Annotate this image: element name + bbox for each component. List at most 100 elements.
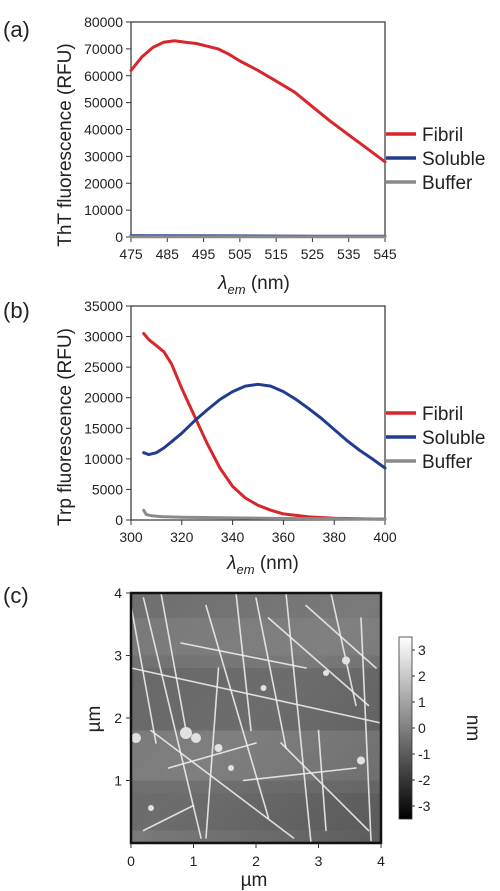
y-tick-label-a-2: 20000 [84, 175, 123, 191]
x-axis-unit-b: (nm) [255, 553, 299, 574]
afm-fibril-4 [255, 597, 287, 749]
afm-fibril-12 [360, 617, 372, 842]
y-tick-label-c-0: 1 [114, 773, 122, 789]
x-tick-label-a-4: 515 [264, 246, 288, 262]
x-tick-label-a-1: 485 [156, 246, 180, 262]
legend-label-a-1: Soluble [422, 149, 485, 170]
afm-particle-1 [191, 733, 201, 743]
y-tick-label-b-5: 25000 [84, 359, 123, 375]
y-tick-label-b-3: 15000 [84, 420, 123, 436]
afm-particle-4 [148, 805, 154, 811]
afm-fibril-6 [150, 729, 295, 839]
x-axis-symbol-a: λ [217, 273, 227, 294]
y-tick-label-c-3: 4 [114, 585, 122, 601]
y-tick-label-b-0: 0 [115, 512, 123, 528]
x-tick-label-b-3: 360 [272, 529, 296, 545]
y-tick-label-b-2: 10000 [84, 451, 123, 467]
afm-fibril-1 [160, 592, 187, 732]
legend-b: Fibril Soluble Buffer [386, 404, 485, 473]
y-tick-label-a-7: 70000 [84, 41, 123, 57]
afm-fibril-16 [130, 604, 157, 744]
x-axis-unit-a: (nm) [246, 273, 290, 294]
panel-c: (c) µm µm 0 1 2 3 4 1 2 3 4 3 2 1 0 -1 -2 -3 nm [3, 583, 483, 891]
afm-particle-3 [131, 733, 141, 743]
y-axis-label-b: Trp fluorescence (RFU) [55, 328, 76, 526]
colorbar-tick-label-0: 3 [418, 642, 426, 658]
series-line-b-2 [142, 508, 387, 521]
afm-fibril-15 [242, 767, 357, 782]
y-tick-label-a-4: 40000 [84, 122, 123, 138]
y-tick-label-c-1: 2 [114, 710, 122, 726]
afm-particle-8 [260, 685, 267, 691]
afm-scan-band-3 [131, 780, 381, 831]
x-tick-label-a-2: 495 [192, 246, 216, 262]
afm-fibril-17 [180, 642, 307, 669]
y-tick-label-b-4: 20000 [84, 390, 123, 406]
x-tick-label-b-4: 380 [323, 529, 347, 545]
panel-label-a: (a) [3, 17, 30, 42]
x-tick-label-b-1: 320 [170, 529, 194, 545]
x-tick-label-b-2: 340 [221, 529, 245, 545]
colorbar: 3 2 1 0 -1 -2 -3 nm [398, 636, 483, 820]
afm-fibril-14 [280, 742, 370, 832]
y-tick-label-a-8: 80000 [84, 14, 123, 30]
x-tick-label-c-4: 4 [377, 853, 385, 869]
plot-frame-b [130, 305, 386, 521]
afm-fibril-0 [142, 597, 202, 839]
legend-label-b-0: Fibril [422, 404, 463, 425]
x-tick-label-a-6: 535 [337, 246, 361, 262]
y-tick-label-b-1: 5000 [92, 481, 123, 497]
panel-a: (a) ThT fluorescence (RFU) 0 10000 20000 30… [3, 14, 485, 297]
x-tick-label-a-3: 505 [228, 246, 252, 262]
y-tick-label-a-0: 0 [115, 229, 123, 245]
y-axis-label-c: µm [84, 706, 105, 733]
afm-fibril-13 [205, 667, 220, 839]
afm-fibril-5 [130, 667, 382, 724]
afm-fibril-8 [285, 592, 312, 844]
colorbar-tick-label-2: 1 [418, 694, 426, 710]
plot-area-b: 0 5000 10000 15000 20000 25000 30000 35000 300 32… [84, 298, 397, 545]
legend-label-b-1: Soluble [422, 428, 485, 449]
afm-fibril-19 [142, 804, 195, 832]
colorbar-tick-label-6: -3 [418, 798, 431, 814]
colorbar-gradient [398, 636, 413, 820]
x-tick-label-a-7: 545 [373, 246, 397, 262]
colorbar-tick-label-5: -2 [418, 772, 431, 788]
afm-fibril-2 [205, 604, 270, 819]
y-tick-label-b-6: 30000 [84, 329, 123, 345]
series-line-b-0 [142, 332, 387, 521]
afm-fibril-18 [317, 729, 327, 832]
y-tick-label-c-2: 3 [114, 648, 122, 664]
x-tick-label-b-0: 300 [119, 529, 143, 545]
y-axis-label-a: ThT fluorescence (RFU) [55, 43, 76, 246]
y-tick-label-a-3: 30000 [84, 148, 123, 164]
afm-fibril-10 [330, 592, 357, 707]
colorbar-tick-label-3: 0 [418, 720, 426, 736]
panel-label-b: (b) [3, 298, 30, 323]
x-axis-symbol-b: λ [226, 553, 236, 574]
legend-a: Fibril Soluble Buffer [386, 125, 485, 194]
afm-particle-2 [214, 744, 223, 752]
series-line-b-1 [142, 382, 387, 470]
afm-fibril-7 [267, 617, 370, 707]
y-tick-label-a-6: 60000 [84, 68, 123, 84]
afm-fibril-3 [235, 592, 252, 732]
x-axis-label-a: λem (nm) [217, 273, 290, 297]
afm-particle-0 [180, 727, 192, 739]
x-axis-subscript-a: em [227, 282, 245, 297]
x-tick-label-c-0: 0 [127, 853, 135, 869]
afm-scan-band-2 [131, 730, 381, 793]
x-axis-subscript-b: em [236, 562, 254, 577]
x-axis-label-c: µm [241, 870, 268, 891]
colorbar-tick-label-4: -1 [418, 746, 431, 762]
afm-particle-5 [342, 656, 350, 665]
x-tick-label-b-5: 400 [373, 529, 397, 545]
plot-area-a: 0 10000 20000 30000 40000 50000 60000 70000 8000… [84, 14, 397, 262]
plot-frame-a [130, 21, 386, 238]
y-tick-label-a-1: 10000 [84, 202, 123, 218]
y-tick-label-b-7: 35000 [84, 298, 123, 314]
x-tick-label-c-1: 1 [190, 853, 198, 869]
y-tick-label-a-5: 50000 [84, 95, 123, 111]
series-line-a-0 [129, 39, 387, 164]
panel-b: (b) Trp fluorescence (RFU) 0 5000 10000 150… [3, 298, 485, 577]
